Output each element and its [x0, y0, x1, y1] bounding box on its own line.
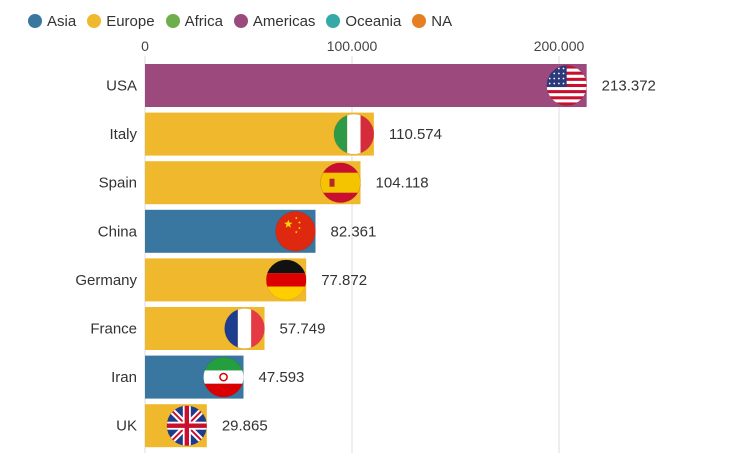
- category-label: Italy: [109, 126, 137, 143]
- legend-swatch: [165, 14, 180, 28]
- value-label: 82.361: [330, 223, 376, 240]
- value-label: 110.574: [389, 126, 442, 143]
- x-tick-label: 100.000: [327, 38, 378, 54]
- category-label: Iran: [111, 369, 137, 386]
- x-tick-label: 0: [141, 38, 149, 54]
- category-label: China: [98, 223, 138, 240]
- legend-label: Europe: [106, 12, 155, 30]
- iran-flag-icon: [203, 356, 244, 398]
- x-tick-label: 200.000: [534, 38, 585, 54]
- legend-item-africa: Africa: [165, 12, 223, 30]
- bar-usa: [145, 64, 587, 107]
- category-label: Spain: [99, 175, 137, 192]
- china-flag-icon: [275, 210, 316, 252]
- legend-label: Oceania: [345, 12, 402, 30]
- legend-swatch: [87, 14, 102, 28]
- value-label: 104.118: [376, 175, 429, 192]
- legend-item-europe: Europe: [87, 12, 155, 30]
- legend-label: NA: [431, 12, 453, 30]
- value-label: 57.749: [280, 321, 326, 338]
- legend-item-na: NA: [412, 13, 452, 30]
- legend-swatch: [28, 14, 42, 28]
- value-label: 29.865: [222, 418, 268, 435]
- value-label: 213.372: [602, 78, 656, 95]
- uk-flag-icon: [166, 405, 208, 447]
- category-label: Germany: [75, 272, 137, 289]
- legend-item-americas: Americas: [233, 12, 316, 30]
- legend-item-asia: Asia: [28, 13, 76, 30]
- legend-swatch: [326, 14, 341, 28]
- legend-swatch: [233, 14, 248, 28]
- france-flag-icon: [224, 308, 265, 349]
- legend-label: Africa: [184, 12, 223, 30]
- legend-label: Americas: [252, 12, 316, 30]
- usa-flag-icon: [546, 65, 588, 106]
- category-label: UK: [116, 418, 137, 435]
- legend-swatch: [412, 14, 427, 28]
- value-label: 47.593: [259, 369, 305, 386]
- legend: Asia Europe Africa Americas Oceania NA: [28, 9, 463, 33]
- value-label: 77.872: [321, 272, 367, 289]
- italy-flag-icon: [333, 113, 375, 155]
- spain-flag-icon: [320, 162, 361, 204]
- germany-flag-icon: [265, 259, 307, 301]
- legend-item-oceania: Oceania: [326, 13, 401, 30]
- legend-label: Asia: [47, 12, 77, 30]
- category-label: USA: [106, 78, 137, 95]
- category-label: France: [90, 321, 137, 338]
